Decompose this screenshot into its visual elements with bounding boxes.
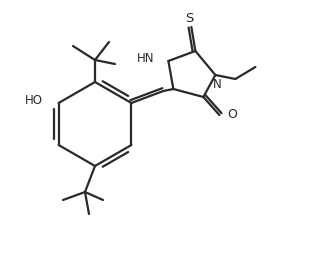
Text: HN: HN (137, 52, 154, 66)
Text: N: N (213, 79, 222, 91)
Text: S: S (185, 12, 194, 25)
Text: HO: HO (25, 95, 43, 107)
Text: O: O (227, 108, 237, 122)
